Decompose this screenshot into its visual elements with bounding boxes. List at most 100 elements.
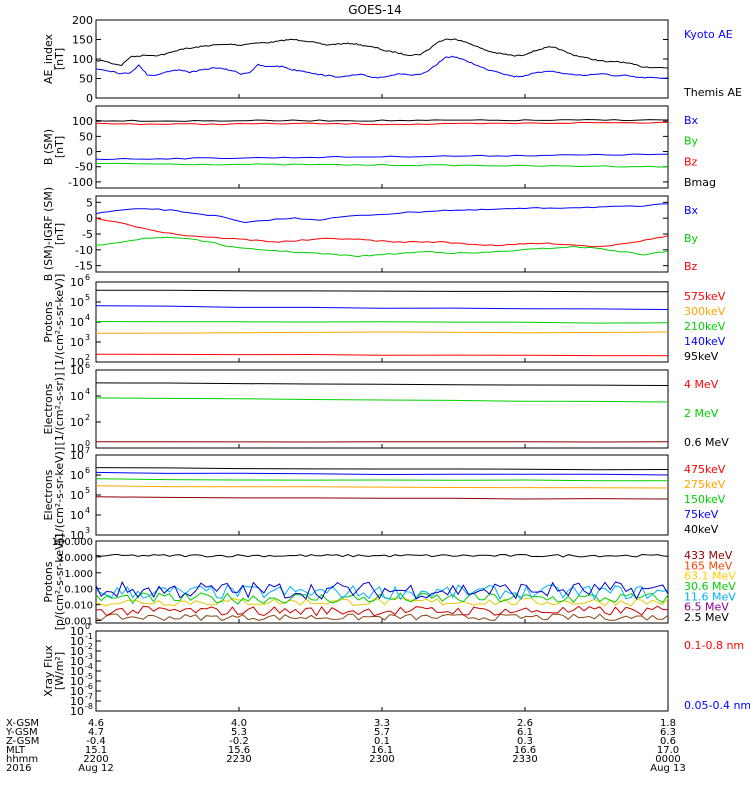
- y-tick-label: -50: [75, 161, 93, 174]
- x-column-value: 0000: [655, 754, 680, 765]
- series-label: Bmag: [684, 176, 716, 189]
- series-line-75kev: [95, 471, 669, 476]
- y-axis-label: [p/(cm²-s-sr-keV)]: [53, 534, 66, 631]
- y-tick-label: -5: [82, 228, 93, 241]
- series-line-themis-ae: [95, 55, 669, 79]
- series-line-kyoto-ae: [95, 38, 669, 69]
- series-line-bmag: [95, 118, 669, 122]
- series-line-575kev: [96, 289, 668, 293]
- series-label: 95keV: [684, 350, 719, 363]
- y-tick-label: 10: [70, 655, 84, 668]
- x-column-value: 2230: [226, 754, 251, 765]
- series-label: 2 MeV: [684, 407, 719, 420]
- y-tick-label: 0.001: [64, 617, 93, 628]
- series-label: 433 MeV: [684, 549, 733, 562]
- y-tick-exponent: -6: [85, 682, 93, 691]
- series-line-275kev: [95, 485, 669, 489]
- y-tick-label: 10: [70, 695, 84, 708]
- series-label: Bz: [684, 155, 698, 168]
- series-label: Bx: [684, 114, 699, 127]
- x-column-value: Aug 13: [650, 763, 685, 774]
- y-tick-exponent: 6: [85, 273, 90, 282]
- y-tick-exponent: 2: [85, 413, 90, 422]
- x-column-value: 17.0: [657, 745, 679, 756]
- x-column-value: 16.6: [514, 745, 536, 756]
- y-axis-label: Electrons: [42, 383, 55, 434]
- y-tick-exponent: 6: [85, 361, 90, 370]
- y-tick-label: 10: [70, 449, 84, 462]
- y-tick-label: 0: [86, 92, 93, 105]
- series-line-by: [96, 162, 669, 168]
- y-tick-label: -15: [75, 260, 93, 273]
- y-tick-label: 10: [70, 316, 84, 329]
- x-row-label: X-GSM: [6, 718, 39, 729]
- series-line-6.5-mev: [95, 580, 669, 600]
- series-line-433-mev: [95, 553, 669, 558]
- x-column-value: Aug 12: [78, 763, 113, 774]
- series-label: 575keV: [684, 290, 726, 303]
- series-line-150kev: [95, 478, 669, 482]
- series-label: 150keV: [684, 493, 726, 506]
- y-tick-label: 10: [70, 336, 84, 349]
- y-tick-label: 10: [70, 469, 84, 482]
- y-tick-label: 10: [70, 296, 84, 309]
- series-line-40kev: [95, 467, 669, 471]
- panel-frame: [95, 630, 669, 712]
- series-label: 4 MeV: [684, 378, 719, 391]
- y-tick-label: 10: [70, 675, 84, 688]
- x-column-value: 2.6: [517, 718, 533, 729]
- y-tick-exponent: 0: [85, 622, 90, 631]
- series-label: Kyoto AE: [684, 28, 733, 41]
- y-axis-label: B (SM): [42, 129, 55, 165]
- y-tick-label: 50: [79, 73, 93, 86]
- panel-b_igrf: -15 -10 -5 0 5 B (SM)-IGRF (SM)[nT] Bx By Bz: [42, 187, 699, 281]
- series-label: 63.1 MeV: [684, 570, 736, 583]
- y-tick-label: 10.000: [58, 553, 93, 564]
- y-axis-label: [nT]: [53, 48, 66, 70]
- series-line-bz: [95, 217, 669, 248]
- series-line-0.6-mev: [95, 382, 669, 386]
- series-line-63.1-mev: [95, 597, 669, 607]
- y-tick-exponent: -5: [85, 672, 93, 681]
- y-tick-label: 150: [72, 34, 93, 47]
- panel-ae: 0 50 100 150 200 AE_index[nT] Kyoto AE Themis A…: [42, 14, 742, 105]
- series-line-bx: [95, 203, 668, 224]
- series-line-bz: [95, 121, 668, 126]
- series-line-300kev: [95, 331, 669, 334]
- series-label: By: [684, 135, 699, 148]
- series-label: 140keV: [684, 335, 726, 348]
- series-line-210kev: [95, 321, 669, 324]
- series-label: 75keV: [684, 508, 719, 521]
- series-label: 2.5 MeV: [684, 611, 729, 624]
- y-tick-exponent: 5: [85, 486, 90, 495]
- y-tick-label: 10: [70, 356, 84, 369]
- y-tick-exponent: 4: [85, 313, 90, 322]
- series-label: Themis AE: [683, 86, 742, 99]
- series-line-165-mev: [95, 613, 669, 622]
- y-tick-exponent: 0: [85, 439, 90, 448]
- x-row-label: Z-GSM: [6, 736, 39, 747]
- x-column-value: 16.1: [371, 745, 393, 756]
- series-label: 0.6 MeV: [684, 436, 729, 449]
- y-tick-label: 10: [70, 442, 84, 455]
- y-axis-label: [nT]: [53, 223, 66, 245]
- y-tick-exponent: 3: [85, 526, 90, 535]
- x-column-value: 4.7: [88, 727, 104, 738]
- series-label: 0.1-0.8 nm: [684, 639, 744, 652]
- y-tick-exponent: 6: [85, 466, 90, 475]
- y-axis-label: Protons: [42, 301, 55, 342]
- series-label: 40keV: [684, 523, 719, 536]
- y-tick-exponent: 3: [85, 333, 90, 342]
- series-line-2-mev: [95, 397, 669, 403]
- y-tick-label: 10: [70, 635, 84, 648]
- x-column-value: 5.7: [374, 727, 390, 738]
- y-tick-label: 10: [70, 645, 84, 658]
- y-tick-label: 1.000: [64, 569, 93, 580]
- y-tick-label: 10: [70, 276, 84, 289]
- y-tick-label: 0.010: [64, 601, 93, 612]
- y-tick-exponent: 2: [85, 353, 90, 362]
- x-column-value: 15.6: [228, 745, 250, 756]
